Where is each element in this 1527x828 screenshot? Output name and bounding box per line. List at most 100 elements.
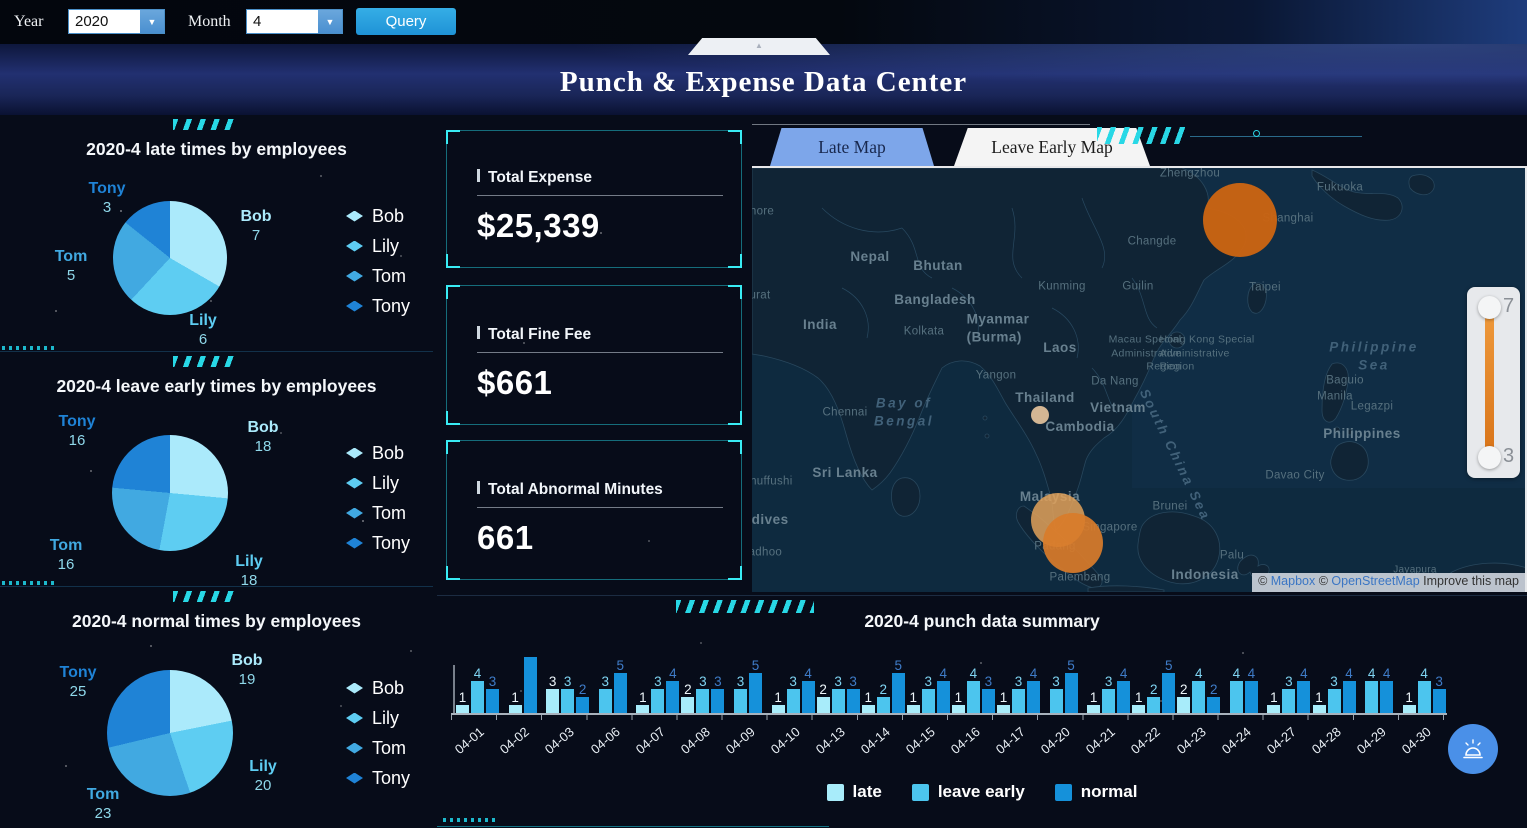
legend-label: Tony [372, 767, 411, 788]
tab-leave-early-map[interactable]: Leave Early Map [954, 128, 1150, 166]
legend-swatch-icon [826, 783, 844, 801]
legend-label: Tom [372, 737, 407, 758]
legend-label: Lily [372, 707, 400, 728]
x-axis-label: 04-27 [1263, 724, 1299, 757]
legend-item-bob[interactable]: Bob [346, 438, 410, 468]
chart-title: 2020-4 leave early times by employees [56, 376, 377, 396]
bar-late [1402, 705, 1416, 713]
legend-item-tony[interactable]: Tony [346, 528, 410, 558]
late-pie-chart[interactable] [113, 201, 227, 315]
legend-item-tom[interactable]: Tom [346, 498, 410, 528]
bar-value-label: 4 [804, 666, 812, 681]
x-axis-label: 04-28 [1308, 724, 1344, 757]
bar-leave-early [1147, 697, 1161, 713]
bar-value-label: 3 [736, 674, 745, 689]
bar-leave-early [1327, 689, 1341, 713]
pie-legend[interactable]: Bob Lily Tom Tony [346, 438, 410, 558]
page-title: Punch & Expense Data Center [559, 66, 968, 98]
bar-late [1132, 705, 1146, 713]
legend-item-normal[interactable]: normal [1054, 782, 1138, 802]
leave-early-pie-chart[interactable] [112, 435, 228, 551]
bar-late [1087, 705, 1101, 713]
legend-item-bob[interactable]: Bob [346, 673, 410, 703]
legend-item-tony[interactable]: Tony [346, 763, 410, 793]
diamond-marker-icon [346, 210, 363, 222]
pie-callout-bob: Bob 7 [240, 208, 272, 244]
map-place-label: Philippine Sea [1329, 339, 1419, 372]
bar-late [951, 705, 965, 713]
bar-leave-early [734, 689, 747, 713]
bar-normal [576, 697, 590, 713]
bar-value-label: 3 [1104, 674, 1113, 689]
data-bubble[interactable] [1203, 183, 1277, 257]
legend-item-tom[interactable]: Tom [346, 261, 410, 291]
month-label: Month [188, 13, 231, 30]
stat-value: $661 [477, 364, 553, 401]
improve-map-text: Improve this map [1419, 574, 1519, 588]
map-place-label: Philippines [1323, 426, 1401, 442]
map-place-label: Changde [1127, 235, 1177, 248]
chart-title: 2020-4 punch data summary [864, 611, 1100, 631]
pie-legend[interactable]: Bob Lily Tom Tony [346, 673, 410, 793]
chevron-down-icon[interactable]: ▼ [318, 10, 342, 33]
pie-callout-lily: Lily 18 [235, 553, 263, 589]
deco-bottom-line [437, 826, 829, 827]
legend-item-tom[interactable]: Tom [346, 733, 410, 763]
month-select[interactable]: 4 ▼ [246, 9, 343, 34]
query-toolbar: Year 2020 ▼ Month 4 ▼ Query [0, 0, 1527, 44]
map-place-label: Yangon [975, 369, 1017, 382]
legend-item-tony[interactable]: Tony [346, 291, 410, 321]
map-place-label: Da Nang [1091, 375, 1139, 388]
query-button[interactable]: Query [356, 8, 456, 35]
bar-value-label: 3 [488, 674, 497, 689]
legend-item-lily[interactable]: Lily [346, 231, 410, 261]
x-axis-label: 04-09 [722, 724, 758, 757]
legend-item-bob[interactable]: Bob [346, 201, 410, 231]
stat-label: Total Fine Fee [477, 326, 591, 344]
alarm-button[interactable] [1448, 724, 1498, 774]
map-canvas[interactable]: Zhengzhou Fukuoka Shanghai Changde Guilin Tai… [752, 168, 1527, 592]
legend-item-leave-early[interactable]: leave early [911, 782, 1025, 802]
year-select-value: 2020 [75, 13, 109, 30]
data-bubble[interactable] [1031, 406, 1049, 424]
bar-value-label: 3 [789, 674, 797, 689]
map-place-label: Taipei [1249, 281, 1281, 294]
mapbox-link[interactable]: Mapbox [1270, 574, 1316, 588]
total-abnormal-minutes-card: Total Abnormal Minutes 661 [446, 440, 742, 580]
map-place-label: Myanmar (Burma) [966, 311, 1030, 344]
bar-late [861, 705, 875, 713]
legend-item-late[interactable]: late [826, 782, 882, 802]
map-place-label: hore [752, 205, 775, 218]
bar-value-label: 3 [1014, 674, 1023, 689]
legend-item-lily[interactable]: Lily [346, 703, 410, 733]
legend-item-lily[interactable]: Lily [346, 468, 410, 498]
slider-lower-handle[interactable] [1478, 446, 1501, 469]
pie-legend[interactable]: Bob Lily Tom Tony [346, 201, 410, 321]
leave-early-pie-panel: 2020-4 leave early times by employees Bo… [0, 352, 433, 589]
bubble-size-slider[interactable]: 7 3 [1467, 287, 1520, 478]
chevron-down-icon[interactable]: ▼ [140, 10, 164, 33]
slider-upper-handle[interactable] [1478, 296, 1501, 319]
pie-callout-tony: Tony 3 [88, 180, 126, 216]
diamond-marker-icon [346, 447, 363, 459]
bar-normal [1380, 681, 1394, 713]
year-select[interactable]: 2020 ▼ [68, 9, 165, 34]
bar-chart-legend[interactable]: late leave early normal [437, 782, 1527, 802]
diamond-marker-icon [346, 270, 363, 282]
openstreetmap-link[interactable]: OpenStreetMap [1331, 574, 1420, 588]
bar-value-label: 3 [849, 674, 857, 689]
stat-label: Total Abnormal Minutes [477, 481, 663, 499]
legend-label: normal [1080, 782, 1138, 801]
bar-value-label: 3 [1330, 674, 1338, 689]
data-bubble[interactable] [1043, 513, 1103, 573]
collapse-handle[interactable]: ▲ [688, 38, 830, 55]
normal-pie-chart[interactable] [107, 670, 233, 796]
tab-late-map[interactable]: Late Map [770, 128, 934, 166]
bar-value-label: 3 [1052, 674, 1060, 689]
